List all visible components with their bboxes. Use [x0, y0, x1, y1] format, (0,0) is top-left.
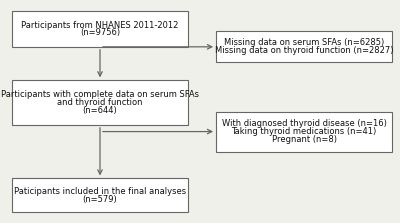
Text: Paticipants included in the final analyses: Paticipants included in the final analys…: [14, 187, 186, 196]
FancyBboxPatch shape: [12, 178, 188, 212]
FancyBboxPatch shape: [216, 112, 392, 152]
Text: (n=644): (n=644): [83, 106, 117, 115]
Text: With diagnosed thyroid disease (n=16): With diagnosed thyroid disease (n=16): [222, 119, 386, 128]
Text: Taking thyroid medications (n=41): Taking thyroid medications (n=41): [231, 127, 377, 136]
Text: Missing data on serum SFAs (n=6285): Missing data on serum SFAs (n=6285): [224, 38, 384, 47]
Text: (n=9756): (n=9756): [80, 28, 120, 37]
Text: Missing data on thyroid function (n=2827): Missing data on thyroid function (n=2827…: [215, 46, 393, 55]
FancyBboxPatch shape: [216, 31, 392, 62]
Text: Participants with complete data on serum SFAs: Participants with complete data on serum…: [1, 90, 199, 99]
Text: (n=579): (n=579): [83, 194, 117, 204]
Text: Participants from NHANES 2011-2012: Participants from NHANES 2011-2012: [21, 21, 179, 30]
FancyBboxPatch shape: [12, 11, 188, 47]
Text: and thyroid function: and thyroid function: [57, 98, 143, 107]
Text: Pregnant (n=8): Pregnant (n=8): [272, 135, 336, 144]
FancyBboxPatch shape: [12, 80, 188, 125]
